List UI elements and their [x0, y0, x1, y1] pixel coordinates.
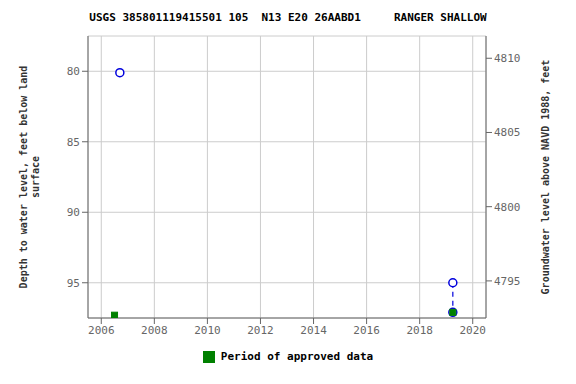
- html-text:USGS 385801119415501 105 N13 E: USGS 385801119415501 105 N13 E20 26AABD1…: [89, 11, 487, 24]
- svg-text:Groundwater level above NAVD 1: Groundwater level above NAVD 1988, feet: [540, 60, 551, 295]
- svg-text:4810: 4810: [494, 52, 521, 65]
- svg-text:2020: 2020: [459, 324, 486, 337]
- svg-text:80: 80: [67, 65, 80, 78]
- svg-text:2016: 2016: [353, 324, 380, 337]
- svg-text:4795: 4795: [494, 275, 521, 288]
- html-text:Period of approved data: Period of approved data: [220, 350, 374, 363]
- svg-text:2012: 2012: [247, 324, 274, 337]
- svg-text:Depth to water level, feet bel: Depth to water level, feet below landsur…: [18, 66, 41, 289]
- svg-text:2014: 2014: [300, 324, 327, 337]
- svg-text:2008: 2008: [141, 324, 168, 337]
- svg-text:85: 85: [67, 136, 80, 149]
- svg-text:4800: 4800: [494, 201, 521, 214]
- svg-text:95: 95: [67, 277, 80, 290]
- svg-text:2018: 2018: [406, 324, 433, 337]
- svg-text:2010: 2010: [194, 324, 221, 337]
- svg-text:90: 90: [67, 206, 80, 219]
- svg-text:2006: 2006: [88, 324, 115, 337]
- svg-text:4805: 4805: [494, 126, 521, 139]
